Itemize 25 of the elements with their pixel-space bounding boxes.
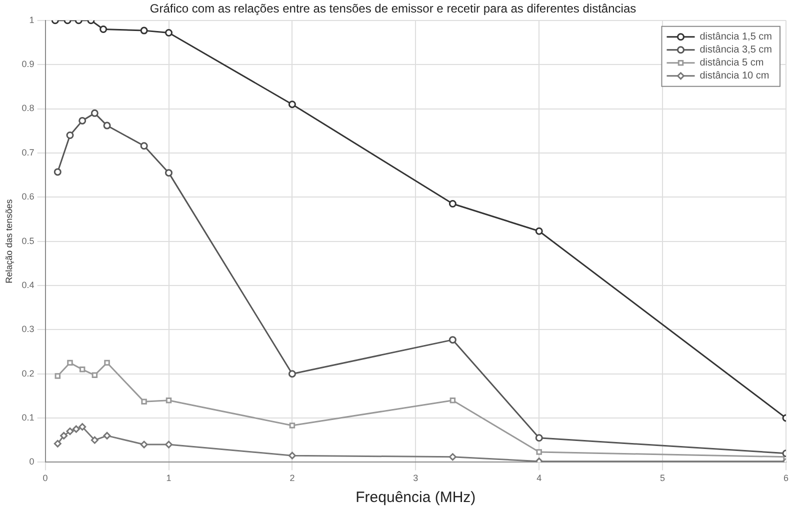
y-tick-label: 0.4 xyxy=(22,280,34,290)
x-tick-label: 5 xyxy=(660,473,666,484)
y-tick-label: 0.3 xyxy=(22,324,34,334)
x-tick-label: 2 xyxy=(290,473,295,484)
y-tick-label: 0.2 xyxy=(22,368,34,378)
y-tick-label: 0.5 xyxy=(22,236,34,246)
y-tick-label: 0.6 xyxy=(22,192,34,202)
x-tick-label: 1 xyxy=(166,473,172,484)
y-tick-label: 0 xyxy=(29,456,34,467)
x-tick-label: 0 xyxy=(42,473,48,484)
legend-label: distância 10 cm xyxy=(700,70,770,82)
y-axis-title: Relação das tensões xyxy=(4,198,14,284)
legend-label: distância 1,5 cm xyxy=(700,32,772,43)
y-tick-label: 0.7 xyxy=(22,147,34,158)
y-tick-label: 1 xyxy=(29,14,34,25)
y-tick-label: 0.1 xyxy=(22,412,34,423)
legend-label: distância 5 cm xyxy=(700,58,764,69)
y-tick-label: 0.8 xyxy=(22,103,34,114)
legend-label: distância 3,5 cm xyxy=(700,44,772,56)
y-tick-label: 0.9 xyxy=(22,59,34,70)
x-tick-label: 6 xyxy=(783,473,789,484)
x-axis-title: Frequência (MHz) xyxy=(356,489,476,506)
chart-title: Gráfico com as relações entre as tensões de emissor e recetir para as diferentes distâncias xyxy=(150,2,636,16)
x-tick-label: 4 xyxy=(536,473,542,484)
x-tick-label: 3 xyxy=(413,473,418,484)
